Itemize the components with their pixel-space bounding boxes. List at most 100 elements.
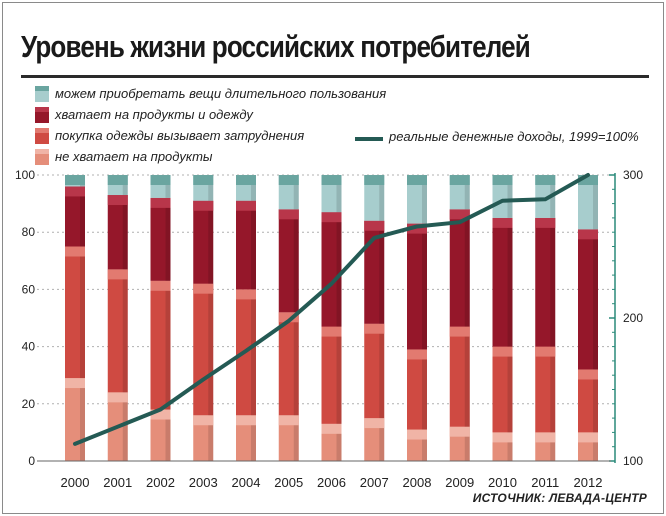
legend-swatch-durables — [35, 86, 49, 102]
y2-tick-label: 100 — [623, 454, 643, 468]
bar-segment — [321, 326, 342, 424]
bar-segment-cap — [150, 280, 171, 291]
legend-swatch-food-clothes — [35, 107, 49, 123]
y-tick-label: 60 — [22, 282, 36, 296]
x-tick-label: 2010 — [488, 475, 517, 490]
x-tick-label: 2000 — [61, 475, 90, 490]
x-tick-label: 2009 — [445, 475, 474, 490]
bar-segment-shade — [293, 312, 299, 416]
bar-segment-cap — [449, 209, 470, 220]
bar-segment — [407, 223, 427, 350]
bar-segment-shade — [422, 175, 427, 224]
bar-segment-cap — [449, 426, 470, 437]
y-tick-label: 0 — [28, 454, 35, 468]
bar-segment-cap — [578, 369, 598, 380]
bar-segment-cap — [236, 289, 256, 300]
bar-segment-shade — [80, 246, 85, 379]
legend-label-no-food: не хватает на продукты — [55, 149, 213, 164]
bar-segment-shade — [379, 175, 385, 221]
bar-segment-shade — [122, 175, 128, 196]
y2-tick-label: 200 — [623, 311, 643, 325]
bar-segment-shade — [379, 323, 385, 419]
bar-segment-shade — [422, 349, 427, 430]
bar-segment-shade — [422, 223, 427, 350]
bar-segment — [407, 349, 427, 430]
bar-segment-shade — [336, 175, 342, 213]
legend-label-clothes-difficult: покупка одежды вызывает затруднения — [55, 128, 305, 143]
bar-segment — [236, 200, 256, 290]
y-tick-label: 40 — [22, 340, 36, 354]
bar-segment-shade — [550, 346, 556, 433]
income-point — [244, 349, 248, 353]
bar-segment-cap — [492, 175, 513, 185]
bar-segment-cap — [193, 175, 214, 185]
bar-segment-shade — [464, 326, 470, 427]
bar-segment — [492, 346, 513, 433]
bar-segment-shade — [251, 175, 256, 201]
bar-segment-shade — [336, 326, 342, 424]
bar-segment-shade — [208, 283, 214, 416]
bar-segment — [578, 175, 598, 230]
bar-segment-cap — [449, 326, 470, 337]
bar-segment-cap — [107, 175, 128, 185]
bar-segment-cap — [364, 323, 385, 334]
bar-segment-shade — [208, 175, 214, 201]
bar-segment — [321, 212, 342, 327]
bar-segment-cap — [578, 229, 598, 240]
bar-segment-shade — [379, 220, 385, 324]
income-point — [116, 425, 120, 429]
bar-segment-cap — [321, 423, 342, 434]
bar-segment-shade — [507, 217, 513, 347]
bar-segment-cap — [407, 223, 427, 234]
bar-segment-cap — [236, 415, 256, 426]
bar-segment — [278, 209, 299, 313]
chart-title: Уровень жизни российских потребителей — [21, 29, 531, 64]
bar-segment — [535, 346, 556, 433]
bar-segment-shade — [507, 432, 513, 461]
x-tick-label: 2001 — [103, 475, 132, 490]
bar-segment-shade — [293, 175, 299, 210]
bar-segment-shade — [422, 429, 427, 461]
bar-segment-shade — [507, 346, 513, 433]
bar-segment — [65, 246, 85, 379]
bar-segment-shade — [550, 217, 556, 347]
bar-segment-cap — [193, 415, 214, 426]
bar-segment-cap — [236, 200, 256, 211]
bar-segment — [407, 175, 427, 224]
bar-segment-cap — [107, 392, 128, 403]
bar-segment — [193, 200, 214, 284]
bar-segment-cap — [321, 326, 342, 337]
bar-segment-shade — [293, 209, 299, 313]
chart-plot: 0 20 40 60 80 100 2000 2001 2002 2003 2004 2005 2006… — [15, 168, 643, 490]
bar-segment-cap — [193, 200, 214, 211]
bar-segment-cap — [364, 220, 385, 231]
bar-segment-cap — [278, 312, 299, 323]
bar-segment — [193, 415, 214, 461]
bar-segment — [278, 312, 299, 416]
income-point — [287, 319, 291, 323]
income-point — [159, 408, 162, 412]
title-rule — [21, 75, 649, 78]
bar-segment-shade — [80, 378, 85, 461]
bar-segment-shade — [165, 175, 171, 198]
bar-segment-cap — [492, 432, 513, 443]
income-point — [543, 197, 547, 201]
bar-segment-shade — [550, 432, 556, 461]
bar-segment — [364, 220, 385, 324]
bar-segment-cap — [407, 175, 427, 185]
source-note: ИСТОЧНИК: ЛЕВАДА-ЦЕНТР — [472, 491, 647, 505]
bar-segment-cap — [193, 283, 214, 294]
bar-segment — [65, 186, 85, 247]
bar-segment-shade — [293, 415, 299, 461]
bar-segment — [449, 209, 470, 327]
y2-tick-label: 300 — [623, 168, 643, 182]
bar-segment-cap — [449, 175, 470, 185]
income-point — [372, 236, 376, 240]
bar-segment-shade — [336, 423, 342, 461]
x-tick-label: 2003 — [189, 475, 218, 490]
x-tick-label: 2008 — [403, 475, 432, 490]
income-point — [458, 220, 462, 224]
bar-segment — [492, 217, 513, 347]
income-point — [586, 173, 590, 177]
